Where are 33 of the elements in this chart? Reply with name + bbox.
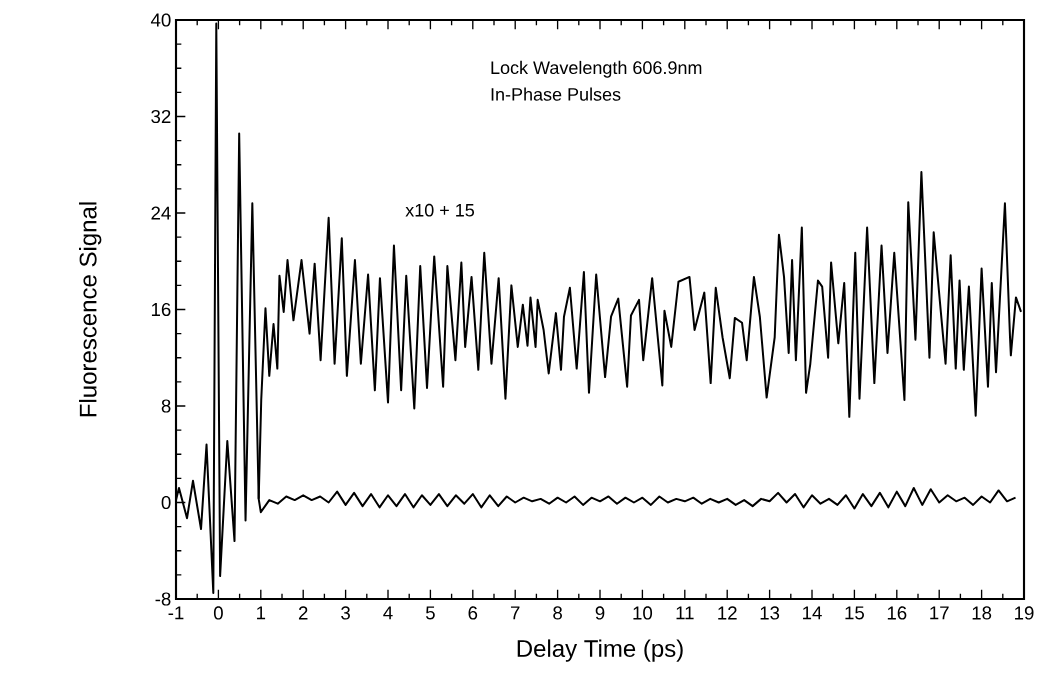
annotation: x10 + 15 xyxy=(405,203,475,217)
x-tick-label: 9 xyxy=(595,606,605,620)
x-tick-label: -1 xyxy=(168,606,184,620)
x-tick-label: 4 xyxy=(383,606,393,620)
x-tick-label: 16 xyxy=(887,606,907,620)
y-tick-label: 32 xyxy=(151,109,171,124)
x-tick-label: 3 xyxy=(341,606,350,620)
y-tick-label: 40 xyxy=(150,13,171,27)
y-tick-label: 24 xyxy=(151,206,171,220)
x-tick-label: 1 xyxy=(257,606,266,620)
x-axis-title: Delay Time (ps) xyxy=(517,639,683,662)
annotation: Lock Wavelength 606.9nm xyxy=(491,60,702,78)
x-tick-label: 8 xyxy=(553,606,562,620)
annotation: In-Phase Pulses xyxy=(491,87,621,101)
x-tick-label: 10 xyxy=(633,606,653,620)
y-tick-label: -8 xyxy=(155,592,171,606)
x-tick-label: 15 xyxy=(845,606,864,620)
y-tick-label: 0 xyxy=(161,495,171,510)
y-axis-title: Fluorescence Signal xyxy=(79,202,102,417)
x-tick-label: 7 xyxy=(510,606,520,620)
y-tick-label: 8 xyxy=(161,399,171,413)
x-tick-label: 18 xyxy=(972,606,992,620)
x-tick-label: 19 xyxy=(1015,606,1034,620)
x-tick-label: 11 xyxy=(676,606,694,620)
x-tick-label: 0 xyxy=(213,606,223,620)
x-tick-label: 5 xyxy=(425,606,435,620)
x-tick-label: 2 xyxy=(298,606,308,620)
x-tick-label: 17 xyxy=(930,606,949,620)
x-tick-label: 6 xyxy=(468,606,478,620)
x-tick-label: 13 xyxy=(760,606,780,620)
y-tick-label: 16 xyxy=(151,302,171,317)
x-tick-label: 14 xyxy=(803,606,822,620)
x-tick-label: 12 xyxy=(718,606,737,620)
